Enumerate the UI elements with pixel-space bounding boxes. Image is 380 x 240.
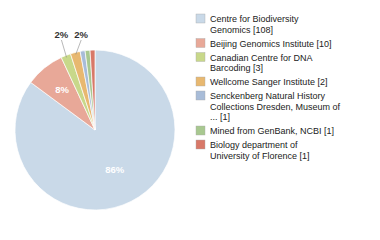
chart: 86% 8% 2% 2% Centre for BiodiversityGenomics… <box>0 0 380 240</box>
data-label: 8% <box>55 84 69 95</box>
legend-swatch <box>196 140 205 149</box>
legend-swatch <box>196 53 205 62</box>
legend-label: Centre for BiodiversityGenomics [108] <box>210 14 299 35</box>
legend-label: Mined from GenBank, NCBI [1] <box>210 126 334 136</box>
legend-label: Canadian Centre for DNABarcoding [3] <box>210 53 313 74</box>
data-label: 86% <box>105 164 125 175</box>
legend-label: Senckenberg Natural HistoryCollections D… <box>210 91 341 122</box>
slices <box>15 50 175 210</box>
legend: Centre for BiodiversityGenomics [108] Bei… <box>196 14 341 161</box>
leader-line <box>76 40 81 54</box>
legend-label: Wellcome Sanger Institute [2] <box>210 77 327 87</box>
legend-label: Biology department ofUniversity of Flore… <box>210 140 310 161</box>
pie-slice <box>90 50 95 130</box>
leader-line <box>61 40 66 57</box>
legend-swatch <box>196 91 205 100</box>
legend-swatch <box>196 126 205 135</box>
legend-swatch <box>196 77 205 86</box>
data-label: 2% <box>74 29 88 40</box>
data-label: 2% <box>55 29 69 40</box>
pie-slice <box>80 51 95 130</box>
legend-swatch <box>196 39 205 48</box>
legend-label: Beijing Genomics Institute [10] <box>210 39 332 49</box>
pie-slice <box>15 50 175 210</box>
pie-slice <box>85 50 95 130</box>
legend-swatch <box>196 14 205 23</box>
data-labels: 86% 8% 2% 2% <box>55 29 125 175</box>
